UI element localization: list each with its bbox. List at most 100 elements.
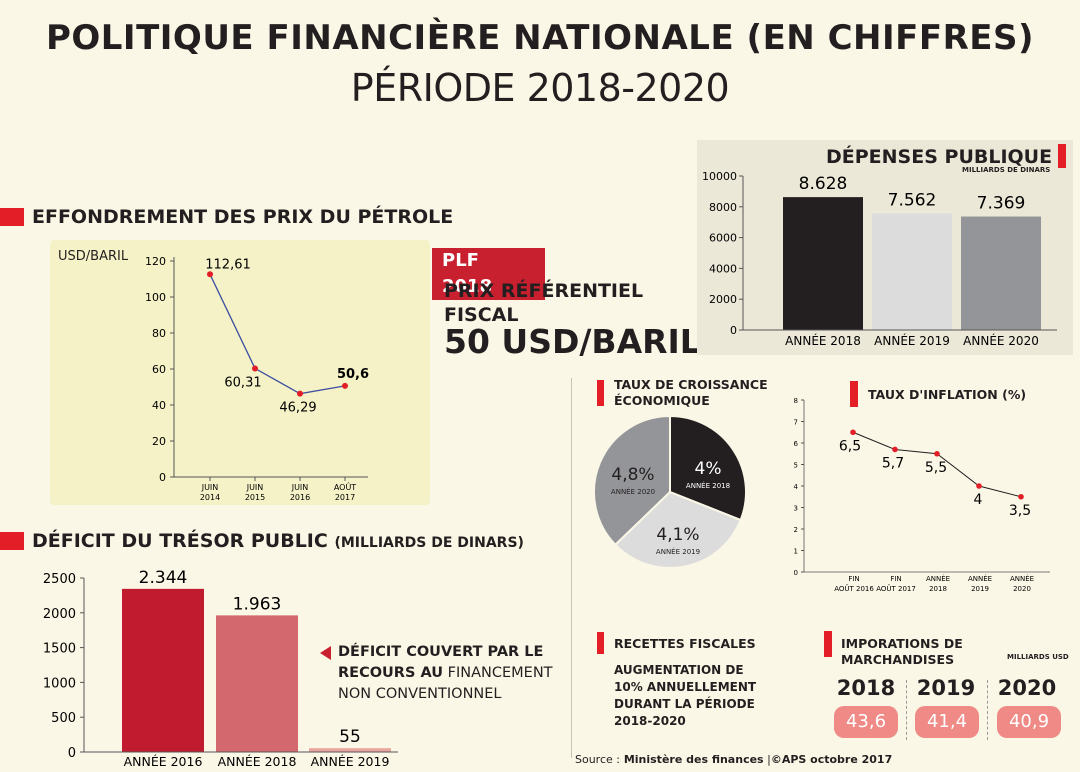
oil-line [209,274,346,395]
source-label: Source : [575,753,620,766]
deficit-y-tick-label: 0 [68,746,76,761]
inflation-point [934,450,940,457]
inflation-x-label: FIN [890,575,901,583]
oil-y-tick-label: 80 [152,327,166,340]
source-sep: | [767,753,771,766]
page-subtitle: PÉRIODE 2018-2020 [350,66,730,110]
oil-point [252,365,258,372]
inflation-y-tick-label: 2 [794,526,798,534]
spending-heading: DÉPENSES PUBLIQUE [826,146,1053,168]
spending-y-tick-label: 8000 [709,201,737,214]
imports-heading: IMPORATIONS DE MARCHANDISES [841,636,963,667]
deficit-y-tick-label: 2000 [43,607,76,622]
inflation-x-label-2: AOÛT 2017 [876,584,916,593]
inflation-y-tick-label: 0 [794,569,798,577]
growth-marker [597,380,604,406]
deficit-title: DÉFICIT DU TRÉSOR PUBLIC [32,530,328,552]
inflation-y-tick-label: 7 [794,419,798,427]
inflation-point [976,483,982,489]
inflation-x-label: ANNÉE [926,574,950,583]
growth-slice [613,490,742,569]
spending-bar-label: 8.628 [799,174,848,194]
oil-data-label: 46,29 [279,401,316,416]
inflation-y-tick-label: 4 [794,483,799,491]
source-line: Source : Ministère des finances |©APS oc… [575,753,892,766]
oil-data-label: 50,6 [337,367,369,382]
oil-data-label: 112,61 [205,257,251,272]
inflation-data-label: 5,5 [925,460,947,476]
oil-x-label: JUIN [291,483,309,492]
oil-heading: EFFONDREMENT DES PRIX DU PÉTROLE [32,206,454,228]
spending-y-tick-label: 6000 [709,232,737,245]
oil-x-label: AOÛT [334,481,356,492]
deficit-x-label: ANNÉE 2019 [311,754,390,769]
deficit-y-tick-label: 1000 [43,676,76,691]
inflation-x-label-2: 2018 [929,585,947,593]
spending-bar [872,213,952,330]
spending-bar [783,197,863,330]
oil-point [207,271,213,278]
oil-panel [50,240,430,505]
plf-value: 50 USD/BARIL [444,322,701,361]
oil-chart: 020406080100120JUIN2014JUIN2015JUIN2016A… [145,255,369,502]
spending-unit: MILLIARDS DE DINARS [962,166,1051,174]
spending-x-label: ANNÉE 2020 [963,333,1039,348]
oil-marker [0,208,24,226]
deficit-note-line2: RECOURS AU FINANCEMENT [338,663,553,684]
oil-x-label-year: 2016 [290,493,310,502]
growth-heading: TAUX DE CROISSANCE ÉCONOMIQUE [614,377,768,409]
oil-x-label-year: 2014 [200,493,220,502]
deficit-y-tick-label: 2500 [43,572,76,587]
oil-point [342,382,348,389]
oil-y-tick-label: 60 [152,363,166,376]
inflation-data-label: 3,5 [1009,503,1031,519]
deficit-x-label: ANNÉE 2018 [218,754,297,769]
deficit-marker [0,532,24,550]
spending-y-tick-label: 0 [730,324,737,337]
growth-chart: 4% ANNÉE 2018 4,1% ANNÉE 2019 4,8% ANNÉE 2020 [593,414,747,569]
inflation-x-label-2: 2020 [1013,585,1031,593]
growth-slice-label: 4,8% [611,465,654,485]
recettes-heading: RECETTES FISCALES [614,636,756,651]
spending-bar-label: 7.562 [888,191,937,211]
inflation-y-tick-label: 1 [794,548,798,556]
source-name: Ministère des finances [619,753,764,766]
imports-value-2020: 40,9 [997,706,1061,738]
inflation-data-label: 6,5 [839,438,861,454]
inflation-point [850,429,856,436]
imports-unit: MILLIARDS USD [1007,653,1069,661]
recettes-line4: 2018-2020 [614,714,686,728]
imports-year-2018: 2018 [836,676,896,700]
inflation-marker [850,381,858,407]
oil-y-tick-label: 40 [152,399,166,412]
oil-point [297,390,303,397]
column-divider [571,378,572,758]
oil-y-tick-label: 20 [152,435,166,448]
imports-sep-2 [987,680,988,740]
oil-x-label: JUIN [246,483,264,492]
deficit-note-line1: DÉFICIT COUVERT PAR LE [338,644,544,660]
deficit-note: DÉFICIT COUVERT PAR LE RECOURS AU FINANC… [338,642,553,705]
growth-heading-line2: ÉCONOMIQUE [614,393,710,408]
spending-y-tick-label: 4000 [709,262,737,275]
recettes-text: AUGMENTATION DE 10% ANNUELLEMENT DURANT … [614,662,756,730]
imports-year-2020: 2020 [997,676,1057,700]
oil-y-tick-label: 100 [145,291,166,304]
spending-y-tick-label: 2000 [709,293,737,306]
spending-bar-label: 7.369 [977,194,1026,214]
inflation-y-tick-label: 5 [794,462,798,470]
inflation-heading: TAUX D'INFLATION (%) [868,387,1027,402]
inflation-data-label: 5,7 [882,455,904,471]
spending-marker [1058,144,1066,168]
inflation-x-label-2: 2019 [971,585,989,593]
growth-slice-label: 4% [695,459,722,479]
spending-chart: 0 2000 4000 6000 8000 10000 8.628 ANNÉE 2018 7.5… [702,170,1057,348]
inflation-x-label-2: AOÛT 2016 [834,584,874,593]
growth-slice-year: ANNÉE 2020 [611,487,655,496]
imports-year-2019: 2019 [916,676,976,700]
source-copyright: ©APS octobre 2017 [770,753,893,766]
deficit-bar [122,588,204,752]
oil-x-label: JUIN [201,483,219,492]
page-title: POLITIQUE FINANCIÈRE NATIONALE (EN CHIFF… [45,18,1035,58]
